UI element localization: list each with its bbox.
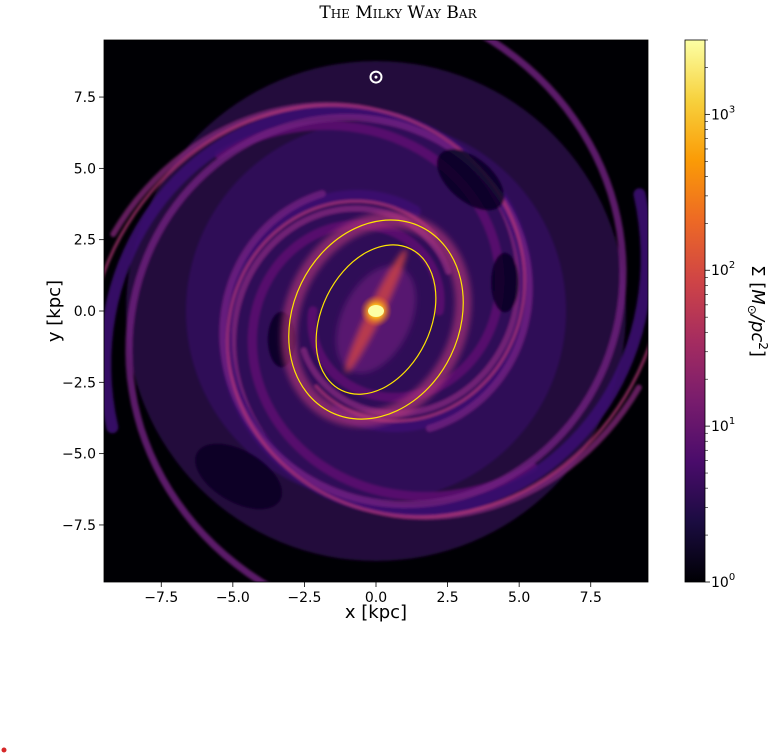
core-center [368,305,384,317]
colorbar-tick-label: 103 [711,104,735,123]
colorbar-label: Σ [M⊙/pc2] [745,265,770,357]
colorbar-ticks: 100 101 102 103 [705,39,735,591]
orbit-ellipse [315,244,437,395]
x-tick-label: −2.5 [287,590,321,606]
sun-symbol-ring [369,70,383,84]
colorbar-gradient [684,39,706,583]
y-tick-label: −5.0 [62,447,96,463]
x-tick-label: −7.5 [144,590,178,606]
sun-marker [369,70,383,84]
density-map [104,40,648,582]
x-axis-label: x [kpc] [345,602,407,623]
colorbar-tick-label: 102 [711,260,735,279]
x-tick-label: 0.0 [365,590,387,606]
y-tick-label: 2.5 [74,233,96,249]
orbit-ellipse [288,219,464,420]
orbit-ellipses [288,219,464,420]
x-axis-ticks: −7.5 −5.0 −2.5 0.0 2.5 5.0 7.5 [144,582,602,606]
colorbar-tick-label: 101 [711,416,735,435]
chart-title: The Milky Way Bar [319,3,477,23]
y-tick-label: −7.5 [62,518,96,534]
y-tick-label: −2.5 [62,375,96,391]
x-tick-label: 5.0 [508,590,530,606]
bar-core [360,295,392,327]
colorbar-tick-label: 100 [711,572,735,591]
sun-symbol-dot [374,75,378,79]
y-axis-label: y [kpc] [44,280,65,342]
x-tick-label: 2.5 [436,590,458,606]
corner-dot [1,747,7,753]
y-tick-label: 7.5 [74,90,96,106]
x-tick-label: −5.0 [216,590,250,606]
y-tick-label: 0.0 [74,304,96,320]
colorbar: 100 101 102 103 Σ [M⊙/pc2] [684,39,770,591]
y-axis-ticks: 7.5 5.0 2.5 0.0 −2.5 −5.0 −7.5 [62,90,104,534]
y-tick-label: 5.0 [74,161,96,177]
x-tick-label: 7.5 [580,590,602,606]
